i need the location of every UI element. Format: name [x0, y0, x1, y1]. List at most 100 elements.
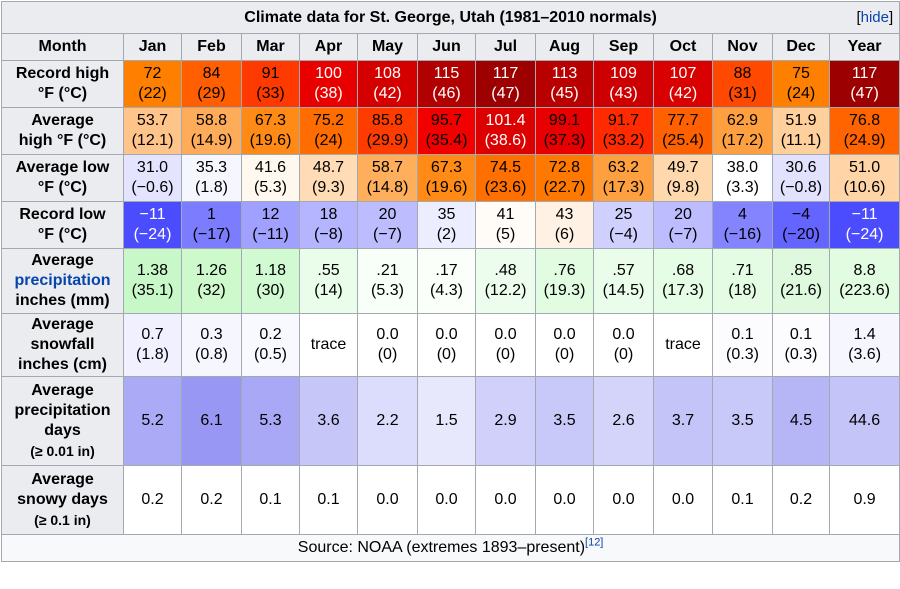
- value-cell: .57 (14.5): [593, 248, 654, 314]
- value-cell: 41.6 (5.3): [241, 154, 300, 202]
- row-label-sdays: Average snowy days (≥ 0.1 in): [1, 465, 124, 535]
- value-cell: 62.9 (17.2): [712, 107, 773, 155]
- value-cell: 0.1: [241, 465, 300, 535]
- header-year: Year: [828, 33, 900, 61]
- header-apr: Apr: [299, 33, 358, 61]
- value-cell: 113 (45): [535, 60, 594, 108]
- value-cell: 0.0: [593, 465, 654, 535]
- header-jun: Jun: [417, 33, 476, 61]
- value-cell: 51.9 (11.1): [772, 107, 830, 155]
- value-cell: 63.2 (17.3): [593, 154, 654, 202]
- row-label-line: °F (°C): [37, 85, 88, 102]
- value-cell: 101.4 (38.6): [475, 107, 536, 155]
- value-cell: 3.5: [712, 376, 773, 466]
- value-cell: 20 (−7): [357, 201, 418, 249]
- value-cell: 35 (2): [417, 201, 476, 249]
- source-note: Source: NOAA (extremes 1893–present)[12]: [0, 534, 900, 562]
- value-cell: 0.0 (0): [417, 313, 476, 377]
- row-label-recordhigh: Record high °F (°C): [1, 60, 124, 108]
- value-cell: 107 (42): [653, 60, 713, 108]
- value-cell: 0.0: [535, 465, 594, 535]
- header-mar: Mar: [241, 33, 300, 61]
- value-cell: 72.8 (22.7): [535, 154, 594, 202]
- value-cell: 74.5 (23.6): [475, 154, 536, 202]
- header-feb: Feb: [181, 33, 242, 61]
- value-cell: .71 (18): [712, 248, 773, 314]
- value-cell: 3.7: [653, 376, 713, 466]
- value-cell: 0.2: [772, 465, 830, 535]
- value-cell: 3.5: [535, 376, 594, 466]
- value-cell: 1 (−17): [181, 201, 242, 249]
- hide-link[interactable]: hide: [860, 9, 889, 26]
- row-label-line: °F (°C): [37, 226, 88, 243]
- header-nov: Nov: [712, 33, 773, 61]
- value-cell: 2.2: [357, 376, 418, 466]
- row-avglow: Average low °F (°C) 31.0 (−0.6) 35.3 (1.8) 4…: [1, 154, 900, 202]
- value-cell: 25 (−4): [593, 201, 654, 249]
- value-cell: 4.5: [772, 376, 830, 466]
- row-label-line: precipitation: [14, 401, 111, 419]
- value-cell: 0.0 (0): [357, 313, 418, 377]
- value-cell: 18 (−8): [299, 201, 358, 249]
- row-label-line: high °F (°C): [18, 132, 107, 149]
- header-jul: Jul: [475, 33, 536, 61]
- source-ref[interactable]: [12]: [585, 537, 603, 549]
- row-label-line: Average: [31, 252, 94, 269]
- source-text: Source: NOAA (extremes 1893–present): [297, 539, 586, 556]
- value-cell: 5.3: [241, 376, 300, 466]
- row-pdays: Average precipitation days (≥ 0.01 in) 5.2 6.…: [1, 376, 900, 466]
- value-cell: 77.7 (25.4): [653, 107, 713, 155]
- value-cell: 1.26 (32): [181, 248, 242, 314]
- value-cell: 3.6: [299, 376, 358, 466]
- row-label-line: Record high: [15, 65, 110, 82]
- value-cell: trace: [653, 313, 713, 377]
- value-cell: 0.2: [123, 465, 182, 535]
- row-label-line[interactable]: precipitation: [14, 272, 111, 289]
- value-cell: 43 (6): [535, 201, 594, 249]
- value-cell: 117 (47): [475, 60, 536, 108]
- table-title: Climate data for St. George, Utah (1981–…: [0, 1, 900, 34]
- row-avghigh: Average high °F (°C) 53.7 (12.1) 58.8 (14.9…: [1, 107, 900, 155]
- value-cell: 49.7 (9.8): [653, 154, 713, 202]
- value-cell: 84 (29): [181, 60, 242, 108]
- value-cell: 117 (47): [828, 60, 900, 108]
- row-label-line: inches (cm): [18, 356, 107, 373]
- value-cell: .17 (4.3): [417, 248, 476, 314]
- row-label-line: Average: [31, 470, 94, 488]
- row-label-snow: Average snowfall inches (cm): [1, 313, 124, 377]
- value-cell: 0.0: [417, 465, 476, 535]
- value-cell: 8.8 (223.6): [828, 248, 900, 314]
- row-label-line: (≥ 0.1 in): [34, 511, 91, 528]
- value-cell: 0.2 (0.5): [241, 313, 300, 377]
- row-label-avghigh: Average high °F (°C): [1, 107, 124, 155]
- value-cell: 85.8 (29.9): [357, 107, 418, 155]
- value-cell: 2.9: [475, 376, 536, 466]
- row-label-line: Average: [31, 381, 94, 399]
- value-cell: 76.8 (24.9): [828, 107, 900, 155]
- value-cell: 0.1 (0.3): [712, 313, 773, 377]
- source-ref-link[interactable]: [12]: [585, 536, 604, 549]
- value-cell: 91 (33): [241, 60, 300, 108]
- value-cell: 109 (43): [593, 60, 654, 108]
- header-oct: Oct: [653, 33, 713, 61]
- value-cell: 0.1: [299, 465, 358, 535]
- value-cell: 0.0: [653, 465, 713, 535]
- value-cell: 58.7 (14.8): [357, 154, 418, 202]
- value-cell: 0.3 (0.8): [181, 313, 242, 377]
- value-cell: 75.2 (24): [299, 107, 358, 155]
- row-label-pdays: Average precipitation days (≥ 0.01 in): [1, 376, 124, 466]
- value-cell: .85 (21.6): [772, 248, 830, 314]
- row-snow: Average snowfall inches (cm) 0.7 (1.8) 0.3 (…: [1, 313, 900, 377]
- row-label-line: Record low: [19, 206, 106, 223]
- header-aug: Aug: [535, 33, 594, 61]
- header-may: May: [357, 33, 418, 61]
- hide-toggle[interactable]: [hide]: [856, 9, 894, 26]
- value-cell: .68 (17.3): [653, 248, 713, 314]
- value-cell: 67.3 (19.6): [241, 107, 300, 155]
- value-cell: −11 (−24): [123, 201, 182, 249]
- value-cell: 58.8 (14.9): [181, 107, 242, 155]
- row-recordlow: Record low °F (°C) −11 (−24) 1 (−17) 12 (−11…: [1, 201, 900, 249]
- value-cell: .55 (14): [299, 248, 358, 314]
- row-sdays: Average snowy days (≥ 0.1 in) 0.2 0.2 0.1 0.1 0…: [1, 465, 900, 535]
- value-cell: 51.0 (10.6): [828, 154, 900, 202]
